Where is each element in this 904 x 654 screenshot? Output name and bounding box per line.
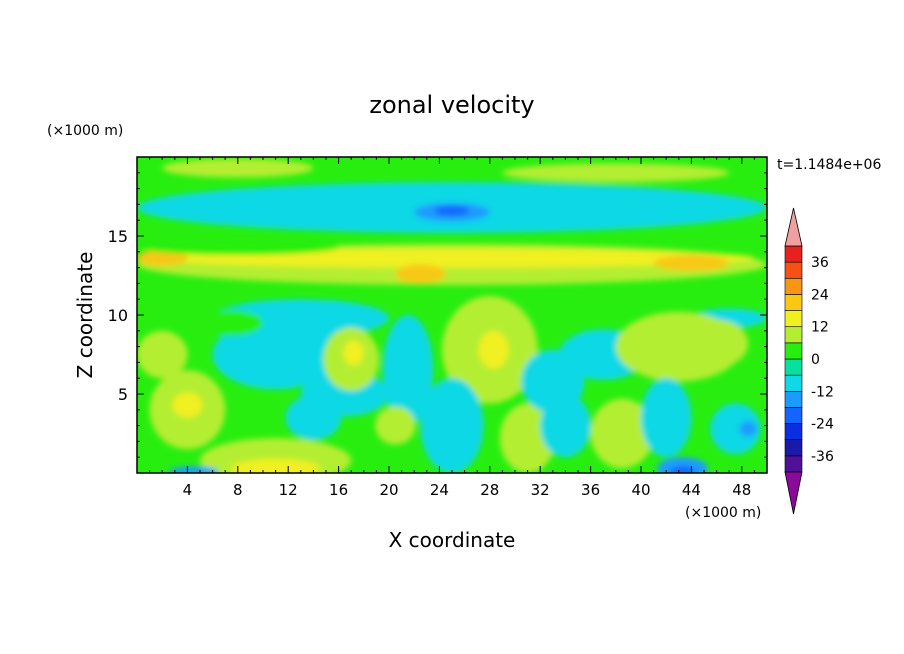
x-tick-label: 44	[682, 481, 701, 499]
field-contour	[285, 395, 342, 440]
field-contour	[200, 310, 263, 336]
field-contour	[172, 392, 203, 418]
x-tick-label: 16	[329, 481, 348, 499]
field-contour	[263, 191, 415, 218]
colorbar-tick-label: 24	[811, 287, 829, 303]
colorbar-swatch	[784, 358, 803, 376]
x-tick-label: 40	[631, 481, 650, 499]
field-contour	[395, 264, 446, 284]
colorbar-tick-label: 0	[811, 352, 820, 368]
y-tick-label: 15	[108, 227, 128, 246]
colorbar-swatch	[784, 294, 803, 311]
field-contour	[565, 209, 717, 225]
x-tick-label: 28	[480, 481, 499, 499]
x-tick-label: 8	[233, 481, 243, 499]
colorbar-tick-label: -36	[811, 449, 834, 465]
field-contour	[168, 466, 219, 473]
colorbar-swatch	[784, 423, 803, 441]
y-axis-ticks: 5 10 15	[108, 172, 767, 458]
x-tick-label: 24	[430, 481, 449, 499]
field-contour	[212, 319, 339, 390]
colorbar-swatch	[784, 439, 803, 457]
field-contour	[739, 420, 757, 437]
colorbar-max-triangle	[784, 207, 803, 247]
colorbar-min-triangle	[784, 471, 803, 515]
field-contour	[653, 254, 730, 271]
field-contour	[231, 458, 320, 473]
colorbar-tick-label: 12	[811, 320, 829, 336]
field-contour	[420, 378, 484, 473]
field-contour	[149, 248, 755, 268]
x-unit-label: (×1000 m)	[685, 505, 761, 521]
field-contour	[137, 330, 188, 379]
colorbar-tick-label: 36	[811, 255, 829, 271]
field-contour	[502, 163, 730, 183]
colorbar-swatch	[784, 390, 803, 408]
colorbar-swatch	[784, 342, 803, 360]
field-contour	[669, 466, 696, 473]
field-contour	[343, 340, 364, 366]
chart-title: zonal velocity	[369, 91, 534, 119]
field-contour	[137, 239, 339, 255]
colorbar-swatch	[784, 407, 803, 424]
x-axis-label: X coordinate	[389, 528, 516, 552]
colorbar-swatch	[784, 326, 803, 344]
field-contour	[710, 403, 761, 455]
field-contour	[685, 319, 749, 368]
field-contour	[540, 394, 591, 458]
colorbar-swatch	[784, 455, 803, 473]
y-tick-label: 10	[108, 306, 128, 325]
colorbar-swatch	[784, 310, 803, 328]
x-axis-ticks: 4 8 12 16 20 24 28 32 36 40 44 48	[149, 157, 755, 499]
x-tick-label: 12	[279, 481, 298, 499]
colorbar-swatch	[784, 374, 803, 392]
time-label: t=1.1484e+06	[777, 157, 881, 173]
x-tick-label: 4	[183, 481, 193, 499]
colorbar-swatch	[784, 245, 803, 263]
x-tick-label: 48	[732, 481, 751, 499]
colorbar-swatch	[784, 277, 803, 295]
colorbar-tick-label: -24	[811, 417, 834, 433]
x-tick-label: 20	[379, 481, 398, 499]
colorbar-tick-label: -12	[811, 384, 834, 400]
field-contour	[137, 250, 188, 267]
x-tick-label: 36	[581, 481, 600, 499]
field-contour	[590, 398, 654, 469]
field-contour	[162, 158, 314, 178]
y-axis-label: Z coordinate	[73, 252, 97, 379]
field-contour	[434, 205, 470, 216]
y-tick-label: 5	[118, 385, 128, 404]
field-contour	[478, 330, 509, 369]
field-contour	[641, 378, 692, 458]
field-contour	[657, 457, 708, 473]
field-contour	[382, 315, 434, 426]
x-tick-label: 32	[531, 481, 550, 499]
colorbar-swatch	[784, 261, 803, 279]
colorbar: 36 24 12 0 -12 -24 -36	[784, 207, 834, 515]
field-contour	[375, 406, 416, 445]
velocity-field	[137, 157, 767, 473]
y-unit-label: (×1000 m)	[47, 123, 123, 139]
